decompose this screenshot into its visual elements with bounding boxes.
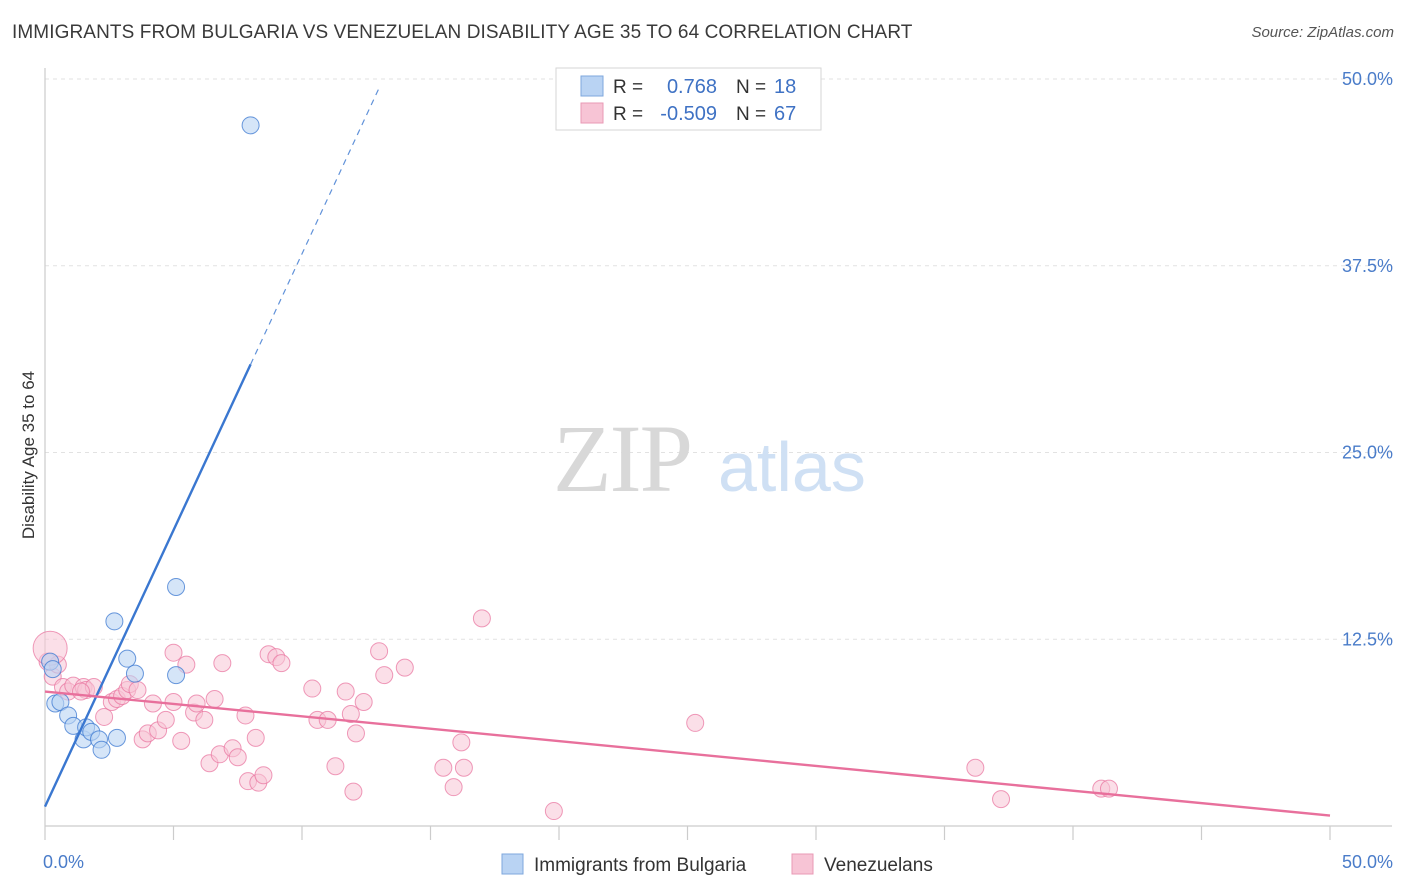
bulgaria-trend-extension [250,87,380,365]
venezuelans-point-27 [195,710,214,729]
y-axis-label: Disability Age 35 to 64 [19,371,38,539]
venezuelans-point-62 [992,790,1011,809]
bulgaria-point-1 [43,660,62,679]
legend-r-label-2: R = [613,104,643,125]
venezuelans-point-52 [375,666,394,685]
venezuelans-point-53 [395,658,414,677]
series-legend-label-bulgaria: Immigrants from Bulgaria [534,855,747,876]
venezuelans-point-57 [454,758,473,777]
legend-n-value-2: 67 [774,103,796,125]
legend-n-label-2: N = [736,104,766,125]
venezuelans-point-20 [156,710,175,729]
venezuelans-points [32,609,1118,821]
bulgaria-point-10 [92,740,111,759]
venezuelans-point-50 [344,782,363,801]
bulgaria-point-16 [167,577,186,596]
venezuelans-point-9 [95,707,114,726]
y-tick-label-2: 37.5% [1342,256,1393,276]
source-label: Source: ZipAtlas.com [1251,24,1394,41]
legend-r-value-1: 0.768 [667,76,717,98]
bulgaria-point-13 [118,649,137,668]
venezuelans-point-23 [172,731,191,750]
x-tick-label-min: 0.0% [43,852,84,872]
y-tick-label-1: 25.0% [1342,443,1393,463]
stats-legend: R = 0.768 N = 18 R = -0.509 N = 67 [555,67,822,131]
venezuelans-point-31 [213,654,232,673]
venezuelans-point-54 [434,758,453,777]
y-tick-label-0: 12.5% [1342,629,1393,649]
bulgaria-point-12 [105,612,124,631]
venezuelans-point-60 [686,713,705,732]
venezuelans-point-42 [303,679,322,698]
venezuelans-point-15 [128,681,147,700]
venezuelans-point-56 [452,733,471,752]
bulgaria-point-11 [107,728,126,747]
legend-n-label-1: N = [736,77,766,98]
legend-swatch-bulgaria [580,75,604,97]
series-legend-swatch-bulgaria [501,853,524,875]
venezuelans-point-36 [246,728,265,747]
legend-r-label-1: R = [613,77,643,98]
chart-title: IMMIGRANTS FROM BULGARIA VS VENEZUELAN D… [12,22,913,43]
y-tick-labels: 12.5% 25.0% 37.5% 50.0% [1342,69,1393,649]
legend-swatch-venezuelans [580,102,604,124]
venezuelans-point-61 [966,758,985,777]
venezuelans-point-59 [544,802,563,821]
x-tick-label-max: 50.0% [1342,852,1393,872]
y-tick-label-3: 50.0% [1342,69,1393,89]
bulgaria-point-17 [241,116,260,135]
venezuelans-point-45 [326,757,345,776]
legend-r-value-2: -0.509 [660,103,717,125]
venezuelans-point-38 [254,766,273,785]
venezuelans-point-58 [472,609,491,628]
gridlines [45,78,1392,640]
bulgaria-trend-line [43,363,252,808]
series-legend-label-venezuelans: Venezuelans [824,855,933,876]
series-legend: Immigrants from Bulgaria Venezuelans [501,853,933,876]
venezuelans-point-41 [272,654,291,673]
venezuelans-point-22 [164,692,183,711]
legend-n-value-1: 18 [774,76,796,98]
x-tick-marks [44,826,1331,840]
venezuelans-point-33 [228,748,247,767]
series-legend-swatch-venezuelans [791,853,814,875]
venezuelans-point-55 [444,778,463,797]
trend-lines [43,87,1331,817]
watermark-atlas: atlas [718,428,866,506]
venezuelans-point-46 [336,682,355,701]
venezuelans-point-51 [370,642,389,661]
bulgaria-point-14 [125,664,144,683]
venezuelans-point-48 [346,724,365,743]
venezuelans-point-47 [341,704,360,723]
venezuelans-point-29 [205,690,224,709]
bulgaria-point-15 [167,666,186,685]
venezuelans-trend-line [44,690,1331,817]
venezuelans-point-49 [354,692,373,711]
watermark-zip: ZIP [553,405,691,512]
venezuelans-point-21 [164,643,183,662]
venezuelans-point-66 [71,682,90,701]
venezuelans-point-26 [187,694,206,713]
